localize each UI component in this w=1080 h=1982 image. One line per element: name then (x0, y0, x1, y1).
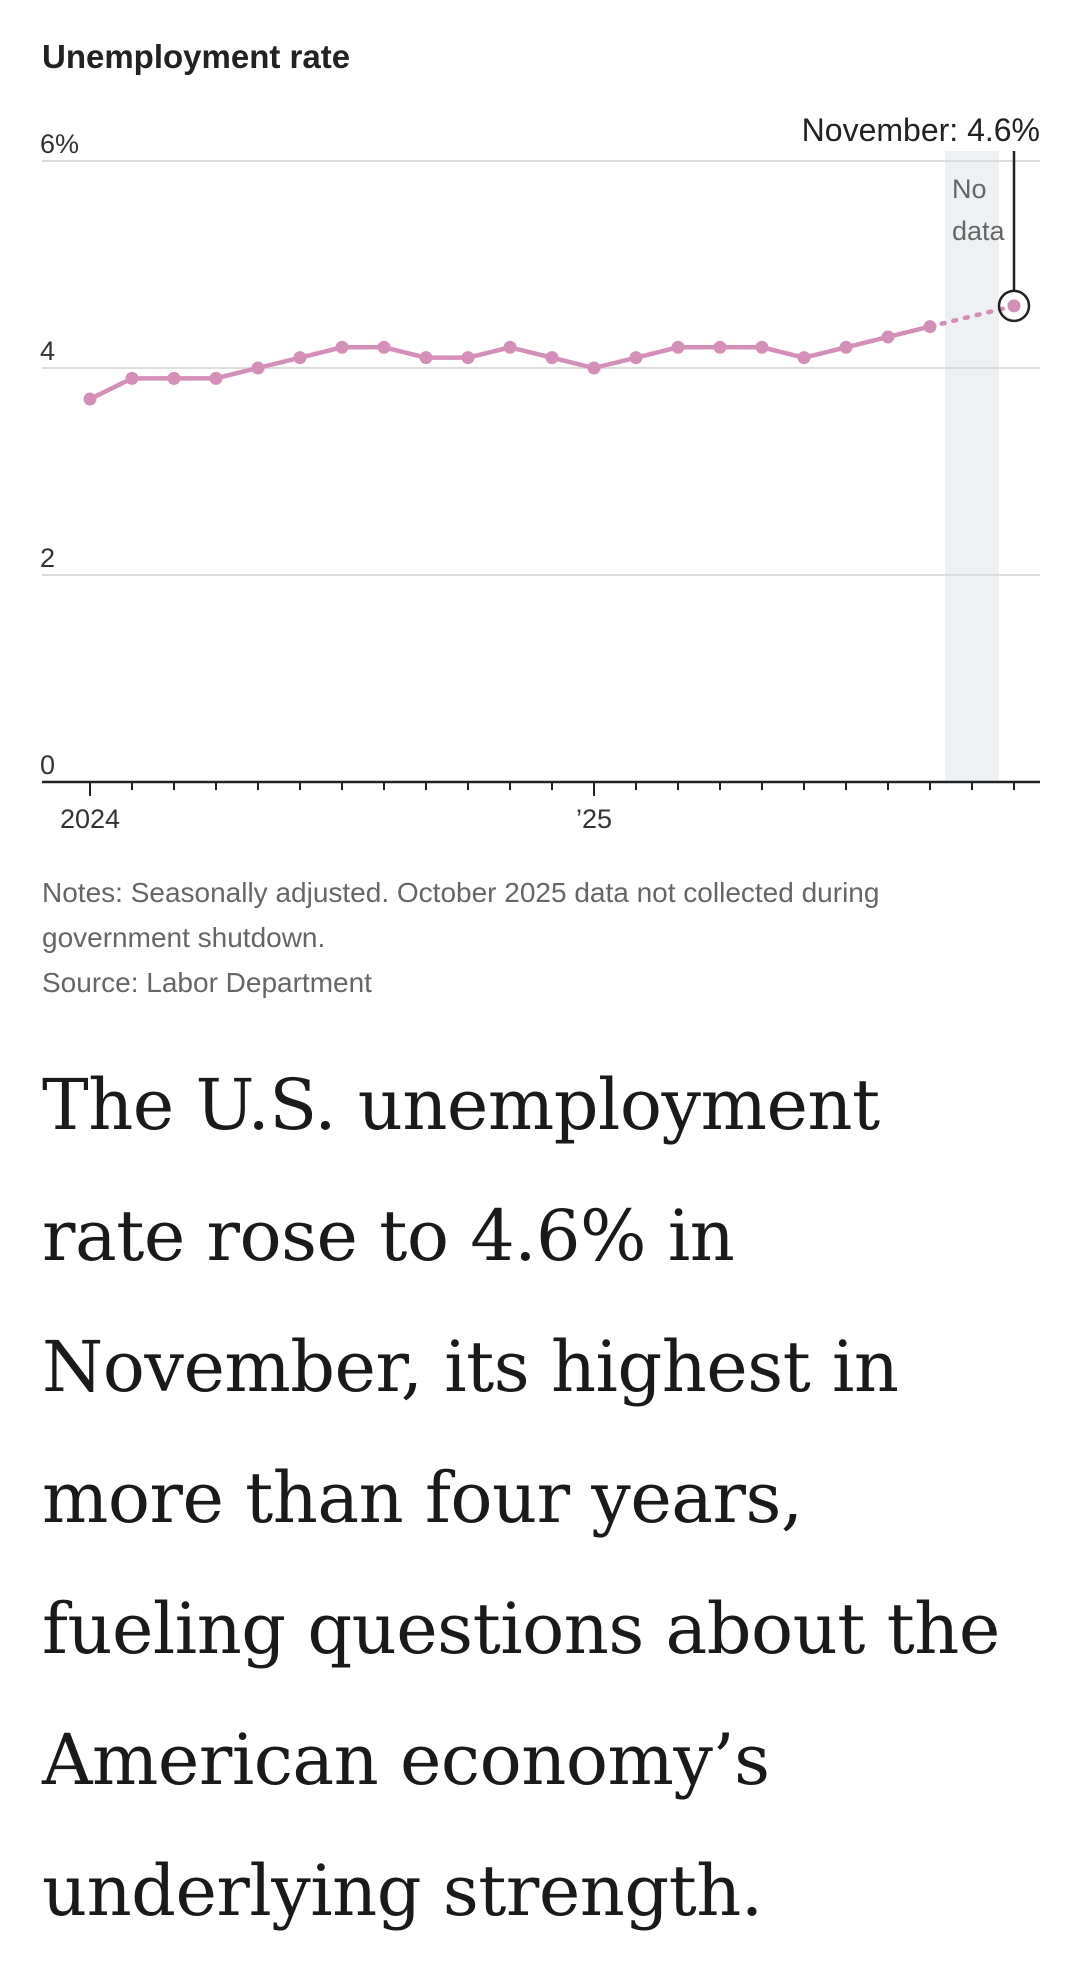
data-point (125, 371, 139, 385)
headline-line: November, its highest in (42, 1326, 899, 1408)
chart-title: Unemployment rate (42, 38, 351, 75)
headline-line: more than four years, (42, 1457, 803, 1539)
data-point (335, 340, 349, 354)
data-point (797, 351, 811, 365)
headline-paragraph: The U.S. unemployment rate rose to 4.6% … (42, 1040, 1062, 1957)
data-point (377, 340, 391, 354)
y-axis-labels: 6% 4 2 0 (40, 129, 79, 780)
y-tick-label: 0 (40, 750, 55, 780)
data-point (629, 351, 643, 365)
data-point (839, 340, 853, 354)
data-point (167, 371, 181, 385)
data-point (545, 351, 559, 365)
x-tick-label: 2024 (60, 804, 120, 834)
x-axis: 2024 ’25 (60, 782, 1015, 834)
data-point (461, 351, 475, 365)
data-point (923, 320, 937, 334)
data-point (293, 351, 307, 365)
headline-line: fueling questions about the (42, 1588, 1000, 1670)
x-tick-label: ’25 (576, 804, 612, 834)
data-point (251, 361, 265, 375)
data-point (713, 340, 727, 354)
no-data-band (945, 151, 999, 782)
y-tick-label: 2 (40, 543, 55, 573)
headline-line: rate rose to 4.6% in (42, 1195, 735, 1277)
data-point (83, 392, 97, 406)
headline-line: underlying strength. (42, 1850, 763, 1932)
data-series (83, 299, 1021, 406)
headline-line: American economy’s (42, 1719, 770, 1801)
line-chart: No data 6% 4 2 0 2024 ’25 November: 4.6% (40, 112, 1040, 834)
notes-line-1: Notes: Seasonally adjusted. October 2025… (42, 877, 880, 908)
callout-label: November: 4.6% (802, 112, 1040, 148)
y-tick-label: 4 (40, 336, 55, 366)
y-tick-label: 6% (40, 129, 79, 159)
data-point (1007, 299, 1021, 313)
notes-line-2: government shutdown. (42, 922, 326, 953)
data-point (503, 340, 517, 354)
headline-line: The U.S. unemployment (42, 1064, 880, 1146)
no-data-label: No (952, 174, 987, 204)
no-data-region: No data (945, 151, 1006, 782)
no-data-label: data (952, 216, 1006, 246)
data-point (881, 330, 895, 344)
data-point (755, 340, 769, 354)
data-point (671, 340, 685, 354)
gridlines (42, 160, 1040, 784)
callout: November: 4.6% (802, 112, 1040, 323)
data-point (587, 361, 601, 375)
chart-notes: Notes: Seasonally adjusted. October 2025… (42, 870, 1042, 1005)
data-point (209, 371, 223, 385)
data-point (419, 351, 433, 365)
source-line: Source: Labor Department (42, 967, 372, 998)
